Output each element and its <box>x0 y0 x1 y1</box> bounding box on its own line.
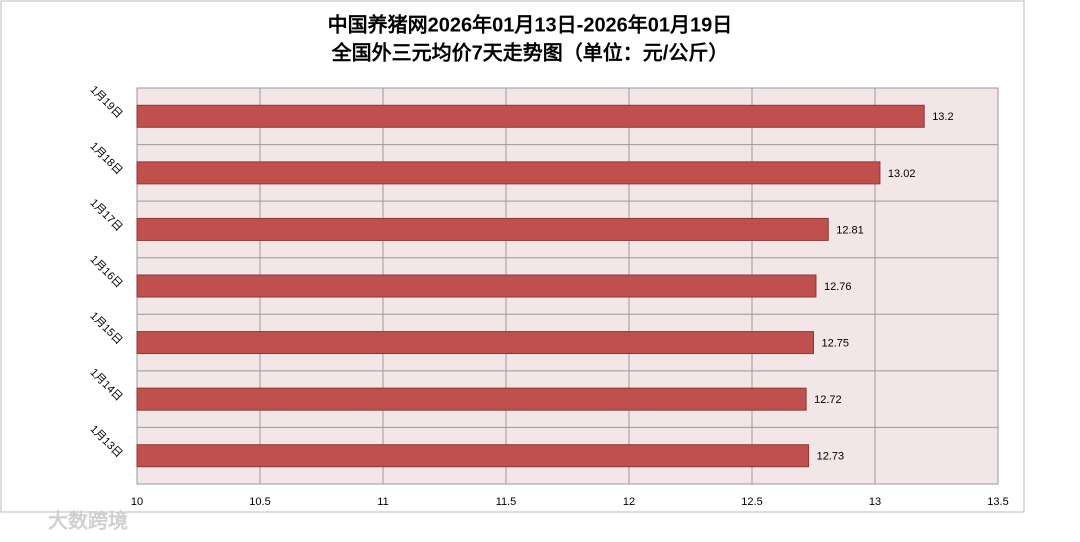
x-tick-label: 11 <box>377 496 388 508</box>
x-tick-label: 13.5 <box>987 496 1008 508</box>
bar <box>136 217 829 241</box>
bar <box>136 387 807 411</box>
data-label: 12.75 <box>822 337 850 349</box>
data-label: 12.72 <box>814 394 842 406</box>
bar <box>136 444 810 468</box>
watermark: 大数跨境 <box>48 508 128 532</box>
bar <box>136 161 881 185</box>
data-label: 12.73 <box>817 451 845 463</box>
chart-title: 中国养猪网2026年01月13日-2026年01月19日 <box>328 12 733 36</box>
bar <box>136 274 817 298</box>
x-tick-label: 10.5 <box>249 496 270 508</box>
x-tick-label: 10 <box>131 496 143 508</box>
data-label: 13.2 <box>932 111 953 123</box>
data-label: 12.76 <box>824 281 852 293</box>
x-tick-label: 12 <box>623 496 635 508</box>
bar <box>136 331 814 355</box>
x-tick-label: 12.5 <box>741 496 762 508</box>
data-label: 13.02 <box>888 168 916 180</box>
data-label: 12.81 <box>836 224 864 236</box>
x-tick-label: 11.5 <box>496 496 517 508</box>
x-tick-label: 13 <box>869 496 881 508</box>
chart-subtitle: 全国外三元均价7天走势图（单位：元/公斤） <box>331 40 729 64</box>
bar <box>136 104 925 128</box>
